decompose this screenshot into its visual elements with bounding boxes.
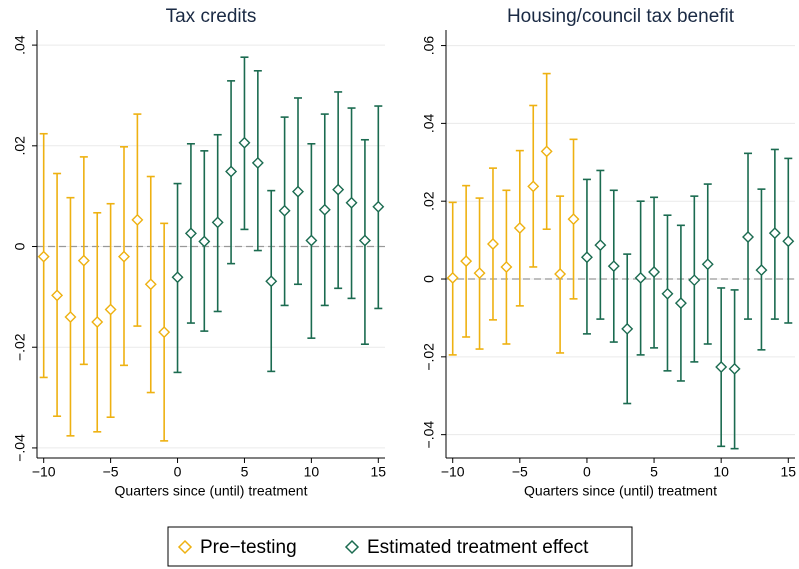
y-tick-label: −.04 <box>421 421 437 449</box>
point <box>527 180 540 193</box>
point <box>358 234 371 247</box>
point <box>265 275 278 288</box>
point <box>158 326 171 339</box>
point <box>184 227 197 240</box>
point <box>64 311 77 324</box>
point <box>634 271 647 284</box>
point <box>715 360 728 373</box>
y-tick-label: −.04 <box>12 434 28 462</box>
point <box>674 297 687 310</box>
legend-box <box>167 526 633 567</box>
point <box>755 264 768 277</box>
x-tick-label: 10 <box>713 464 729 480</box>
point <box>540 145 553 158</box>
point <box>500 260 513 273</box>
point <box>701 258 714 271</box>
point <box>372 200 385 213</box>
point <box>580 251 593 264</box>
point <box>513 222 526 235</box>
x-axis-label: Quarters since (until) treatment <box>115 483 308 499</box>
point <box>144 278 157 291</box>
point <box>292 185 304 198</box>
point <box>768 227 781 240</box>
chart-title: Tax credits <box>166 6 257 27</box>
point <box>728 362 741 375</box>
point <box>91 316 104 329</box>
y-tick-label: 0 <box>421 275 437 283</box>
y-tick-label: .04 <box>421 113 437 133</box>
legend-label: Pre−testing <box>200 537 297 558</box>
point <box>554 267 567 280</box>
x-axis-label: Quarters since (until) treatment <box>524 483 717 499</box>
x-tick-label: 5 <box>650 464 658 480</box>
x-tick-label: −10 <box>32 464 56 480</box>
point <box>37 250 50 263</box>
point <box>211 216 224 229</box>
point <box>104 303 117 316</box>
point <box>332 183 345 196</box>
legend-marker <box>177 539 193 555</box>
x-tick-label: −10 <box>441 464 465 480</box>
point <box>318 203 331 216</box>
y-tick-label: .02 <box>12 136 28 156</box>
legend-marker <box>344 539 360 555</box>
point <box>345 196 358 209</box>
point <box>648 266 661 279</box>
y-tick-label: .06 <box>421 36 437 56</box>
point <box>225 165 238 178</box>
chart-title: Housing/council tax benefit <box>507 6 735 27</box>
y-tick-label: .04 <box>12 35 28 55</box>
point <box>473 267 486 280</box>
point <box>460 255 473 268</box>
point <box>567 213 580 226</box>
x-tick-label: 10 <box>304 464 320 480</box>
y-tick-label: .02 <box>421 191 437 211</box>
point <box>51 289 64 302</box>
point <box>77 254 90 267</box>
point <box>607 260 620 273</box>
point <box>742 231 755 243</box>
x-tick-label: 15 <box>371 464 387 480</box>
point <box>118 250 130 263</box>
point <box>661 287 674 300</box>
point <box>171 271 184 284</box>
point <box>594 239 607 252</box>
point <box>621 322 634 335</box>
x-tick-label: 15 <box>780 464 796 480</box>
y-tick-label: −.02 <box>421 343 437 371</box>
x-tick-label: −5 <box>103 464 119 480</box>
point <box>688 274 701 287</box>
x-tick-label: 0 <box>174 464 182 480</box>
y-tick-label: −.02 <box>12 333 28 361</box>
point <box>251 156 264 169</box>
legend-label: Estimated treatment effect <box>367 537 589 558</box>
y-tick-label: 0 <box>12 242 28 250</box>
point <box>131 213 144 226</box>
point <box>238 136 251 149</box>
point <box>486 238 499 250</box>
point <box>198 235 211 248</box>
point <box>782 235 795 248</box>
point <box>446 271 459 284</box>
point <box>305 234 318 247</box>
x-tick-label: 0 <box>583 464 591 480</box>
point <box>278 204 291 217</box>
x-tick-label: 5 <box>241 464 249 480</box>
x-tick-label: −5 <box>512 464 528 480</box>
